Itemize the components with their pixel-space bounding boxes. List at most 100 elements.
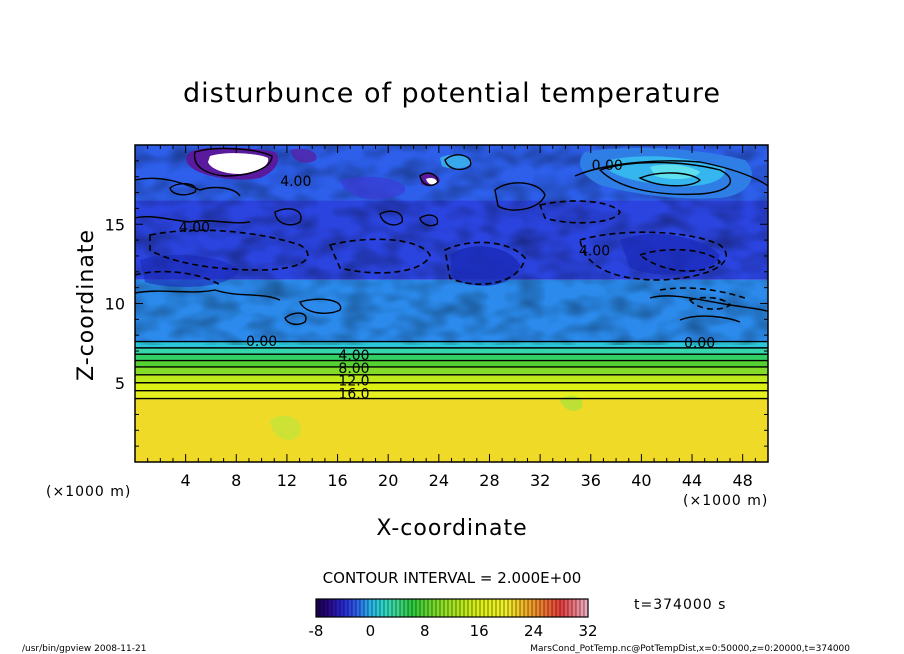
contour-label: 0.00 <box>246 334 277 350</box>
shaded-layer <box>135 390 768 399</box>
colorbar-cell <box>408 599 413 617</box>
colorbar-cell <box>440 599 445 617</box>
colorbar-cell <box>348 599 353 617</box>
x-axis-label: X-coordinate <box>376 516 527 541</box>
colorbar-cell <box>500 599 505 617</box>
contour-label: 8.00 <box>338 361 369 377</box>
colorbar-cell <box>568 599 573 617</box>
colorbar-cell <box>376 599 381 617</box>
colorbar-cell <box>480 599 485 617</box>
colorbar-cell <box>404 599 409 617</box>
x-unit-left: (×1000 m) <box>46 484 131 500</box>
colorbar-cell <box>548 599 553 617</box>
colorbar-cell <box>424 599 429 617</box>
colorbar-cell <box>532 599 537 617</box>
colorbar-cell <box>584 599 589 617</box>
colorbar-cell <box>464 599 469 617</box>
shaded-layer <box>135 360 768 367</box>
x-unit-right: (×1000 m) <box>683 493 768 509</box>
colorbar-cell <box>556 599 561 617</box>
colorbar-cell <box>412 599 417 617</box>
colorbar-cell <box>512 599 517 617</box>
contour-label: 4.00 <box>179 220 210 236</box>
colorbar-cell <box>332 599 337 617</box>
colorbar-cell <box>316 599 321 617</box>
colorbar-cell <box>400 599 405 617</box>
colorbar-cell <box>432 599 437 617</box>
colorbar-cell <box>508 599 513 617</box>
colorbar-cell <box>560 599 565 617</box>
x-tick-label: 24 <box>429 471 449 490</box>
colorbar-cell <box>576 599 581 617</box>
colorbar-cell <box>536 599 541 617</box>
colorbar-cell <box>516 599 521 617</box>
colorbar-cell <box>392 599 397 617</box>
colorbar-cell <box>368 599 373 617</box>
x-axis: 4 8 12 16 20 24 28 32 36 40 44 48 <box>147 145 756 490</box>
shaded-layer <box>135 347 768 355</box>
colorbar-tick-label: -8 <box>309 622 324 640</box>
shaded-layer <box>135 374 768 383</box>
x-tick-label: 8 <box>231 471 241 490</box>
contour-lines <box>135 340 768 400</box>
y-axis: 5 10 15 <box>105 160 768 447</box>
x-tick-label: 20 <box>378 471 398 490</box>
x-tick-label: 4 <box>181 471 191 490</box>
y-axis-label: Z-coordinate <box>74 229 99 381</box>
colorbar-cell <box>452 599 457 617</box>
y-tick-label: 15 <box>105 215 125 234</box>
footer-right: MarsCond_PotTemp.nc@PotTempDist,x=0:5000… <box>530 644 850 654</box>
colorbar-cell <box>472 599 477 617</box>
colorbar-cell <box>524 599 529 617</box>
colorbar-cell <box>564 599 569 617</box>
colorbar-cell <box>380 599 385 617</box>
colorbar-cell <box>352 599 357 617</box>
colorbar-cell <box>484 599 489 617</box>
colorbar-tick-label: 8 <box>420 622 430 640</box>
footer-left: /usr/bin/gpview 2008-11-21 <box>22 644 146 654</box>
colorbar-ticks: -8 0 8 16 24 32 <box>309 622 598 640</box>
colorbar-cell <box>356 599 361 617</box>
y-tick-label: 5 <box>115 374 125 393</box>
colorbar-cell <box>340 599 345 617</box>
time-label: t=374000 s <box>634 597 726 613</box>
x-tick-label: 48 <box>733 471 753 490</box>
x-tick-label: 16 <box>327 471 347 490</box>
colorbar-cell <box>388 599 393 617</box>
colorbar-cell <box>520 599 525 617</box>
colorbar-cell <box>572 599 577 617</box>
colorbar-cell <box>444 599 449 617</box>
colorbar-cell <box>496 599 501 617</box>
contour-label: 16.0 <box>338 386 369 402</box>
colorbar-cell <box>528 599 533 617</box>
colorbar-cell <box>552 599 557 617</box>
contour-label: 4.00 <box>338 348 369 364</box>
colorbar-tick-label: 16 <box>470 622 489 640</box>
x-tick-label: 32 <box>530 471 550 490</box>
colorbar-cell <box>360 599 365 617</box>
colorbar-cell <box>492 599 497 617</box>
x-tick-label: 44 <box>682 471 702 490</box>
colorbar-cell <box>416 599 421 617</box>
shaded-layer <box>135 382 768 391</box>
colorbar-cell <box>336 599 341 617</box>
colorbar-tick-label: 32 <box>578 622 597 640</box>
shaded-layer <box>135 366 768 375</box>
x-tick-label: 28 <box>479 471 499 490</box>
colorbar-cell <box>436 599 441 617</box>
colorbar-cell <box>420 599 425 617</box>
colorbar-cell <box>460 599 465 617</box>
colorbar <box>315 599 589 617</box>
colorbar-cell <box>396 599 401 617</box>
contour-interval-label: CONTOUR INTERVAL = 2.000E+00 <box>323 569 582 587</box>
colorbar-cell <box>488 599 493 617</box>
x-tick-label: 12 <box>277 471 297 490</box>
contour-label: 4.00 <box>579 244 610 260</box>
colorbar-cell <box>384 599 389 617</box>
colorbar-cell <box>456 599 461 617</box>
colorbar-cell <box>428 599 433 617</box>
colorbar-cell <box>324 599 329 617</box>
colorbar-cell <box>504 599 509 617</box>
colorbar-cell <box>328 599 333 617</box>
